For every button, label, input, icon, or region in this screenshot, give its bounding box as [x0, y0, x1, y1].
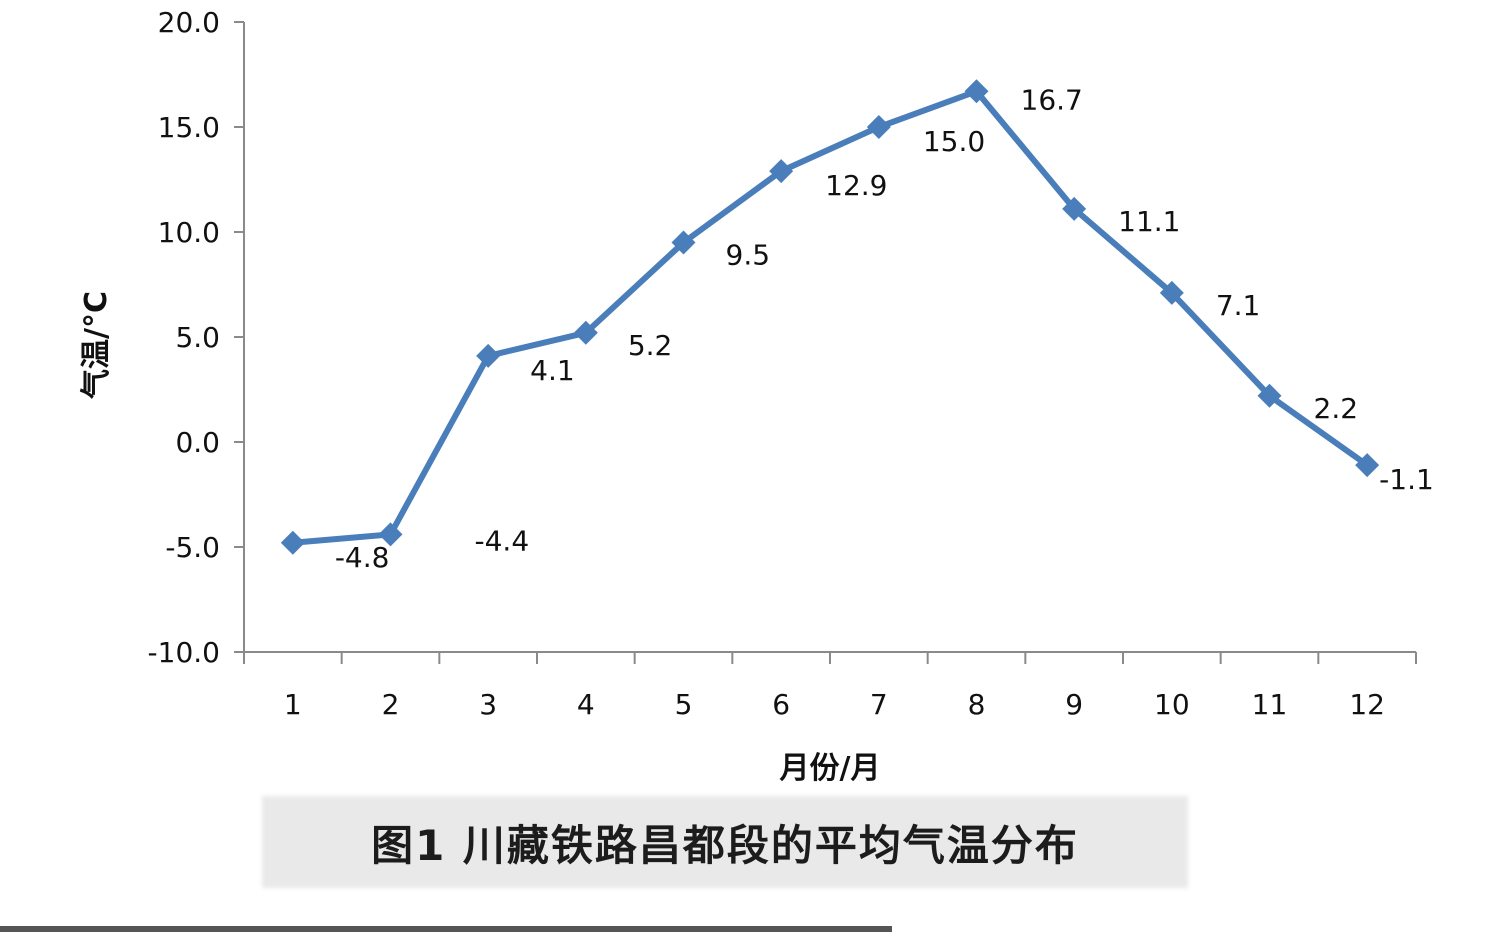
data-label: 12.9	[825, 169, 887, 202]
x-tick-label: 10	[1154, 688, 1190, 721]
data-label: 16.7	[1021, 83, 1083, 116]
y-tick-label: 0.0	[175, 426, 220, 459]
x-tick-label: 8	[968, 688, 986, 721]
data-point-marker	[378, 522, 403, 547]
data-label: -4.8	[335, 541, 390, 574]
data-point-marker	[671, 230, 696, 255]
y-tick-label: -10.0	[148, 636, 220, 669]
x-tick-label: 9	[1065, 688, 1083, 721]
x-tick-label: 4	[577, 688, 595, 721]
x-tick-label: 11	[1252, 688, 1288, 721]
data-point-marker	[573, 320, 598, 345]
bottom-divider	[0, 926, 892, 932]
y-tick-label: 10.0	[158, 216, 220, 249]
x-tick-label: 5	[675, 688, 693, 721]
caption-background	[262, 796, 1188, 888]
data-label: 11.1	[1118, 205, 1180, 238]
data-label: 9.5	[726, 239, 771, 272]
x-tick-label: 7	[870, 688, 888, 721]
data-label: -1.1	[1379, 463, 1434, 496]
x-axis-title: 月份/月	[780, 751, 881, 786]
data-point-marker	[1355, 453, 1380, 478]
y-axis-title: 气温/°C	[79, 291, 114, 399]
x-tick-label: 3	[479, 688, 497, 721]
x-tick-label: 6	[772, 688, 790, 721]
y-tick-label: 15.0	[158, 111, 220, 144]
series-polyline	[289, 88, 1371, 546]
x-tick-label: 1	[284, 688, 302, 721]
data-point-marker	[476, 343, 501, 368]
data-point-marker	[866, 115, 891, 139]
y-tick-labels: 20.0 15.0 10.0 5.0 0.0 -5.0 -10.0	[148, 6, 220, 669]
data-label: 5.2	[628, 329, 673, 362]
data-label: 7.1	[1216, 289, 1261, 322]
data-point-marker	[280, 530, 305, 555]
y-tick-label: -5.0	[165, 531, 220, 564]
data-labels: -4.8 -4.4 4.1 5.2 9.5 12.9 15.0 16.7 11.1 7.1 2.2 -…	[335, 83, 1434, 574]
x-tick-label: 2	[382, 688, 400, 721]
figure-caption: 图1 川藏铁路昌都段的平均气温分布	[371, 821, 1079, 870]
y-tick-label: 5.0	[175, 321, 220, 354]
y-tick-label: 20.0	[158, 6, 220, 39]
data-label: 2.2	[1314, 392, 1359, 425]
data-point-marker	[964, 79, 989, 104]
data-label: 4.1	[530, 354, 575, 387]
data-label: 15.0	[923, 125, 985, 158]
data-point-marker	[769, 159, 794, 184]
x-tick-labels: 1 2 3 4 5 6 7 8 9 10 11 12	[284, 688, 1385, 721]
data-label: -4.4	[475, 524, 530, 557]
x-tick-label: 12	[1349, 688, 1385, 721]
chart-axes	[234, 21, 1417, 664]
data-point-marker	[1159, 280, 1184, 305]
series-markers	[280, 79, 1380, 555]
data-point-marker	[1257, 383, 1282, 408]
data-point-marker	[1062, 196, 1087, 221]
series-line	[289, 88, 1371, 546]
